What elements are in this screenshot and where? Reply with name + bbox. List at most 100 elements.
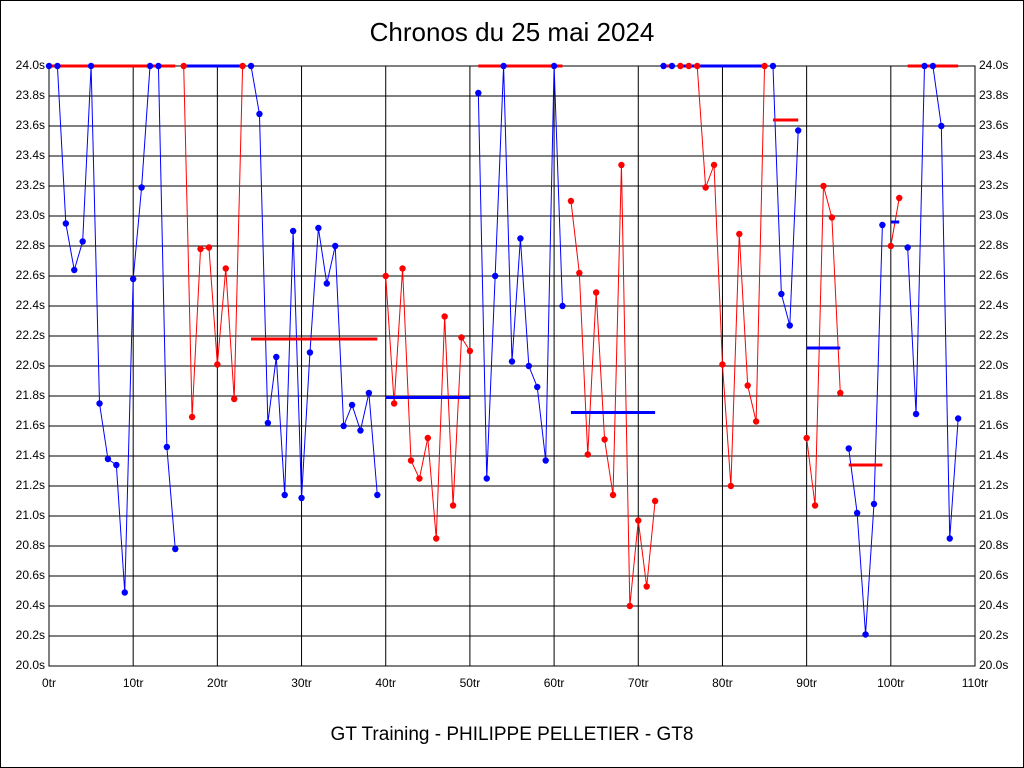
data-point (273, 353, 280, 361)
data-point (121, 589, 128, 596)
data-point (155, 62, 162, 70)
data-point (904, 244, 911, 251)
data-point (744, 382, 751, 389)
data-point (382, 272, 389, 280)
y2-tick-label: 21.2s (979, 478, 1008, 492)
data-point (685, 62, 692, 70)
x-tick-label: 60tr (544, 676, 565, 690)
y-tick-label: 23.6s (16, 118, 45, 132)
data-point (609, 491, 617, 499)
data-point (778, 290, 785, 298)
data-point (264, 419, 272, 427)
data-point (710, 161, 718, 169)
data-point (256, 110, 263, 118)
y2-tick-label: 22.0s (979, 358, 1008, 372)
y2-tick-label: 23.8s (979, 88, 1008, 102)
data-point (727, 482, 735, 490)
data-point (340, 422, 347, 430)
data-point (54, 62, 61, 70)
data-point (517, 235, 524, 242)
data-point (559, 302, 566, 310)
data-point (508, 358, 516, 365)
data-point (441, 313, 448, 320)
data-point (694, 62, 701, 70)
data-point (635, 517, 642, 524)
data-point (525, 362, 533, 370)
data-point (458, 334, 465, 341)
data-point (618, 161, 625, 169)
data-point (921, 62, 928, 70)
y2-tick-label: 22.4s (979, 298, 1008, 312)
y2-tick-label: 24.0s (979, 58, 1008, 72)
data-point (584, 451, 591, 458)
data-point (660, 62, 667, 70)
x-tick-label: 20tr (207, 676, 228, 690)
series-line (772, 65, 799, 326)
x-tick-label: 70tr (628, 676, 649, 690)
y-tick-label: 22.4s (16, 298, 45, 312)
y2-tick-label: 23.6s (979, 118, 1008, 132)
data-point (281, 491, 288, 499)
data-point (104, 455, 112, 463)
data-point (550, 62, 558, 70)
data-point (786, 322, 793, 329)
data-point (752, 418, 760, 425)
data-point (298, 494, 305, 502)
y-tick-label: 21.6s (16, 418, 45, 432)
data-point (96, 400, 103, 407)
data-point (214, 361, 221, 368)
data-point (365, 389, 373, 397)
y-tick-label: 24.0s (16, 58, 45, 72)
data-point (222, 265, 229, 272)
y-tick-label: 21.8s (16, 388, 45, 402)
data-point (702, 184, 709, 191)
data-point (500, 62, 507, 70)
y2-tick-label: 21.0s (979, 508, 1008, 522)
data-point (769, 62, 777, 70)
data-point (626, 602, 634, 610)
data-point (912, 410, 920, 418)
data-point (172, 545, 179, 553)
data-point (323, 280, 330, 287)
x-tick-label: 80tr (712, 676, 733, 690)
data-point (576, 269, 583, 277)
data-point (79, 238, 86, 245)
data-point (433, 535, 440, 542)
data-point (315, 224, 322, 232)
data-point (954, 415, 962, 422)
y2-tick-label: 21.8s (979, 388, 1008, 402)
data-point (542, 457, 549, 464)
data-point (719, 361, 726, 368)
data-point (795, 127, 802, 134)
data-point (289, 227, 297, 235)
data-point (592, 289, 600, 296)
series-line (250, 65, 378, 499)
y-tick-label: 22.0s (16, 358, 45, 372)
x-tick-label: 0tr (42, 676, 56, 690)
data-point (534, 383, 541, 391)
data-point (870, 500, 878, 508)
data-point (651, 497, 659, 505)
data-point (475, 89, 482, 97)
data-point (129, 275, 137, 283)
data-point (853, 509, 861, 517)
x-tick-label: 40tr (375, 676, 396, 690)
y-tick-label: 21.0s (16, 508, 45, 522)
x-tick-label: 30tr (291, 676, 312, 690)
y2-tick-label: 20.2s (979, 628, 1008, 642)
y-tick-label: 22.8s (16, 238, 45, 252)
data-point (837, 389, 844, 397)
data-point (357, 427, 364, 434)
data-point (87, 62, 95, 70)
data-point (828, 214, 836, 221)
y-tick-label: 20.6s (16, 568, 45, 582)
x-tick-label: 10tr (123, 676, 144, 690)
y2-tick-label: 23.2s (979, 178, 1008, 192)
data-point (491, 272, 499, 280)
data-point (879, 221, 886, 229)
y-tick-label: 21.4s (16, 448, 45, 462)
y-tick-label: 23.8s (16, 88, 45, 102)
data-point (424, 434, 432, 442)
data-point (929, 62, 937, 70)
